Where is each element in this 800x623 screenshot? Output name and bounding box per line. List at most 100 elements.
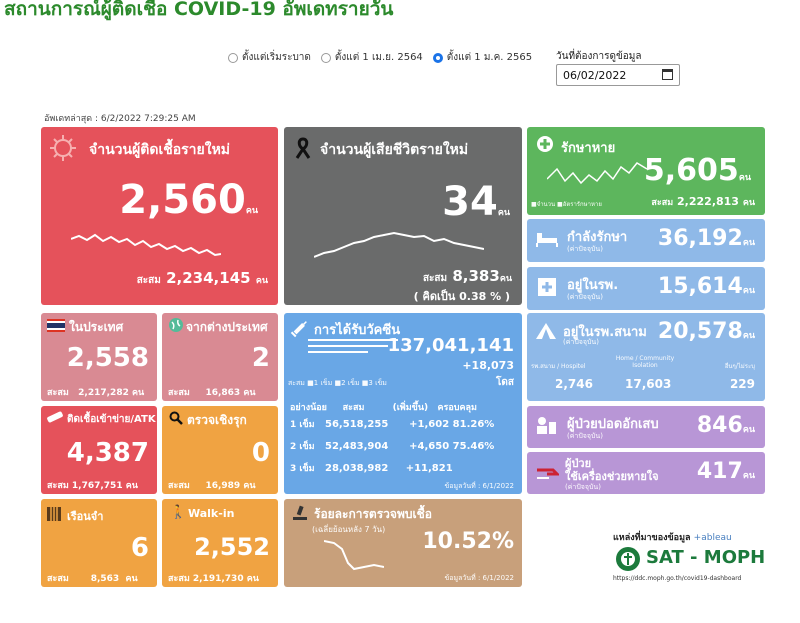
- hospital-card: อยู่ในรพ. (ค่าปัจจุบัน) 15,614คน: [527, 267, 765, 310]
- deaths-cumulative: สะสม 8,383คน: [422, 267, 512, 285]
- prison-cumulative: สะสม 8,563 คน: [47, 574, 138, 584]
- vaccine-increase: +18,073: [462, 359, 514, 372]
- radio-since-start[interactable]: ตั้งแต่เริ่มระบาด: [228, 50, 311, 65]
- positivity-data-date: ข้อมูลวันที่ : 6/1/2022: [444, 574, 514, 582]
- field-hospital-value: 20,578คน: [657, 319, 755, 344]
- card-title: อยู่ในรพ.สนาม: [563, 325, 647, 340]
- card-title: ผู้ป่วยปอดอักเสบ: [567, 417, 659, 432]
- radio-since-jan-2565[interactable]: ตั้งแต่ 1 ม.ค. 2565: [432, 50, 532, 65]
- thai-flag-icon: [47, 319, 65, 332]
- recovered-cumulative: สะสม 2,222,813 คน: [651, 195, 755, 208]
- card-title: จำนวนผู้ติดเชื้อรายใหม่: [89, 142, 231, 158]
- card-title: อยู่ในรพ.: [567, 278, 619, 293]
- vaccine-legend: สะสม ■1 เข็ม ■2 เข็ม ■3 เข็ม: [288, 379, 387, 387]
- radio-circle-icon: [320, 52, 331, 63]
- atk-value: 4,387: [66, 438, 149, 468]
- globe-icon: [169, 318, 183, 332]
- trend-sparkline: [71, 233, 221, 257]
- card-title: เรือนจำ: [67, 510, 104, 523]
- card-title-line2: ใช้เครื่องช่วยหายใจ: [565, 470, 659, 483]
- date-label: วันที่ต้องการดูข้อมูล: [556, 51, 642, 62]
- new-cases-cumulative: สะสม 2,234,145 คน: [136, 269, 268, 287]
- card-subtitle: (เฉลี่ยย้อนหลัง 7 วัน): [312, 525, 386, 534]
- card-title: กำลังรักษา: [567, 230, 628, 245]
- card-title: ติดเชื้อเข้าข่าย/ATK: [67, 414, 156, 425]
- atk-card: ติดเชื้อเข้าข่าย/ATK 4,387 สะสม 1,767,75…: [41, 406, 157, 494]
- ribbon-icon: [295, 137, 311, 159]
- hospital-icon: [538, 278, 556, 296]
- source-label: แหล่งที่มาของข้อมูล +ableau: [613, 533, 732, 543]
- deaths-percent: ( คิดเป็น 0.38 % ): [413, 290, 510, 303]
- card-title: จากต่างประเทศ: [186, 320, 268, 334]
- radio-label: ตั้งแต่ 1 เม.ย. 2564: [334, 52, 423, 63]
- radio-selected-icon: [432, 52, 443, 63]
- card-subtitle: (ค่าปัจจุบัน): [567, 432, 603, 440]
- abroad-card: จากต่างประเทศ 2 สะสม 16,863 คน: [162, 313, 278, 401]
- prison-bars-icon: [47, 507, 61, 521]
- card-title: รักษาหาย: [561, 141, 616, 156]
- deaths-sparkline: [314, 231, 484, 258]
- vaccine-data-date: ข้อมูลวันที่ : 6/1/2022: [444, 482, 514, 490]
- recovered-value: 5,605คน: [643, 153, 751, 188]
- deaths-card: จำนวนผู้เสียชีวิตรายใหม่ 34คน สะสม 8,383…: [284, 127, 522, 305]
- proactive-value: 0: [251, 438, 270, 468]
- field-col-header: รพ.สนาม / Hospitel: [531, 363, 586, 370]
- positivity-value: 10.52%: [422, 529, 514, 554]
- vaccine-card: การได้รับวัคซีน 137,041,141 +18,073 โดส …: [284, 313, 522, 494]
- card-subtitle: (ค่าปัจจุบัน): [565, 483, 601, 491]
- card-title: ร้อยละการตรวจพบเชื้อ: [314, 507, 432, 521]
- walkin-value: 2,552: [194, 533, 270, 561]
- deaths-value: 34คน: [442, 179, 510, 225]
- moph-logo-icon: [616, 547, 640, 571]
- field-col-value: 2,746: [555, 377, 593, 391]
- recovered-card: รักษาหาย 5,605คน ■จำนวน ■อัตรารักษาหาย ส…: [527, 127, 765, 215]
- new-cases-value: 2,560คน: [119, 177, 258, 223]
- recovered-sparkline: [547, 162, 647, 185]
- field-col-value: 229: [729, 377, 755, 391]
- tent-icon: [536, 323, 556, 339]
- radio-circle-icon: [228, 52, 238, 63]
- new-cases-card: จำนวนผู้ติดเชื้อรายใหม่ 2,560คน สะสม 2,2…: [41, 127, 278, 305]
- calendar-icon[interactable]: [662, 69, 673, 80]
- ventilator-card: ผู้ป่วย ใช้เครื่องช่วยหายใจ (ค่าปัจจุบัน…: [527, 452, 765, 494]
- source-url[interactable]: https://ddc.moph.go.th/covid19-dashboard: [613, 575, 742, 582]
- microscope-icon: [293, 505, 307, 520]
- tableau-logo: +ableau: [693, 533, 732, 543]
- period-filter: ตั้งแต่เริ่มระบาด ตั้งแต่ 1 เม.ย. 2564 ต…: [228, 50, 532, 65]
- card-title: การได้รับวัคซีน: [314, 323, 401, 338]
- walkin-cumulative: สะสม 2,191,730 คน: [168, 574, 259, 584]
- vaccine-bars: [308, 339, 398, 353]
- card-title: Walk-in: [188, 507, 235, 520]
- card-subtitle: (ค่าปัจจุบัน): [567, 245, 603, 253]
- positivity-sparkline: [324, 540, 384, 571]
- radio-since-apr-2564[interactable]: ตั้งแต่ 1 เม.ย. 2564: [320, 50, 423, 65]
- date-input[interactable]: 06/02/2022: [556, 64, 680, 86]
- vaccine-table-header: อย่างน้อย สะสม (เพิ่มขึ้น) ครอบคลุม: [290, 403, 477, 413]
- date-value: 06/02/2022: [563, 69, 627, 82]
- page-title: สถานการณ์ผู้ติดเชื้อ COVID-19 อัพเดทรายว…: [4, 0, 394, 20]
- ventilator-icon: [537, 468, 559, 479]
- search-icon: [169, 411, 183, 425]
- positivity-card: ร้อยละการตรวจพบเชื้อ (เฉลี่ยย้อนหลัง 7 ว…: [284, 499, 522, 587]
- abroad-cumulative: สะสม 16,863 คน: [168, 388, 256, 398]
- card-title: ผู้ป่วย: [565, 457, 592, 470]
- proactive-card: ตรวจเชิงรุก 0 สะสม 16,989 คน: [162, 406, 278, 494]
- domestic-card: ในประเทศ 2,558 สะสม 2,217,282 คน: [41, 313, 157, 401]
- card-title: จำนวนผู้เสียชีวิตรายใหม่: [320, 142, 469, 158]
- prison-value: 6: [130, 533, 149, 563]
- proactive-cumulative: สะสม 16,989 คน: [168, 481, 256, 491]
- card-title: ตรวจเชิงรุก: [187, 413, 247, 427]
- vaccine-dose-unit: โดส: [496, 377, 514, 388]
- plus-circle-icon: [537, 136, 553, 152]
- last-updated: อัพเดทล่าสุด : 6/2/2022 7:29:25 AM: [44, 114, 196, 124]
- treating-card: กำลังรักษา (ค่าปัจจุบัน) 36,192คน: [527, 219, 765, 262]
- vaccine-total: 137,041,141: [387, 335, 514, 356]
- card-subtitle: (ค่าปัจจุบัน): [563, 338, 599, 346]
- domestic-cumulative: สะสม 2,217,282 คน: [47, 388, 145, 398]
- hospital-value: 15,614คน: [657, 274, 755, 299]
- walking-person-icon: 🚶: [170, 505, 187, 520]
- walkin-card: 🚶 Walk-in 2,552 สะสม 2,191,730 คน: [162, 499, 278, 587]
- vaccine-row: 3 เข็ม 28,038,982 +11,821: [290, 463, 453, 474]
- syringe-icon: [290, 321, 307, 338]
- treating-value: 36,192คน: [657, 226, 755, 251]
